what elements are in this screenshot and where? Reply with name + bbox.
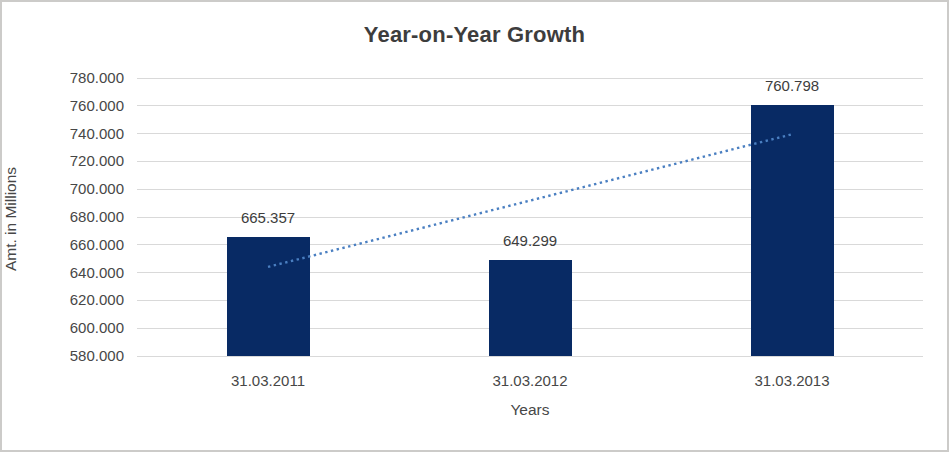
chart-title: Year-on-Year Growth [0,22,949,48]
y-tick-label: 620.000 [28,291,124,309]
plot-area [137,78,923,356]
y-tick-label: 660.000 [28,236,124,254]
y-tick-label: 700.000 [28,180,124,198]
y-tick-label: 680.000 [28,208,124,226]
x-tick-label: 31.03.2011 [188,372,348,390]
y-tick-label: 640.000 [28,264,124,282]
y-tick-label: 740.000 [28,125,124,143]
y-tick-label: 780.000 [28,69,124,87]
x-axis-title: Years [450,401,610,419]
y-tick-label: 580.000 [28,347,124,365]
y-tick-label: 720.000 [28,152,124,170]
y-tick-label: 760.000 [28,97,124,115]
x-tick-label: 31.03.2013 [712,372,872,390]
x-tick-label: 31.03.2012 [450,372,610,390]
y-axis-title: Amt. in Millions [2,109,24,329]
y-tick-label: 600.000 [28,319,124,337]
trendline [137,78,923,356]
chart-container: Year-on-Year Growth Amt. in Millions 780… [0,0,949,452]
